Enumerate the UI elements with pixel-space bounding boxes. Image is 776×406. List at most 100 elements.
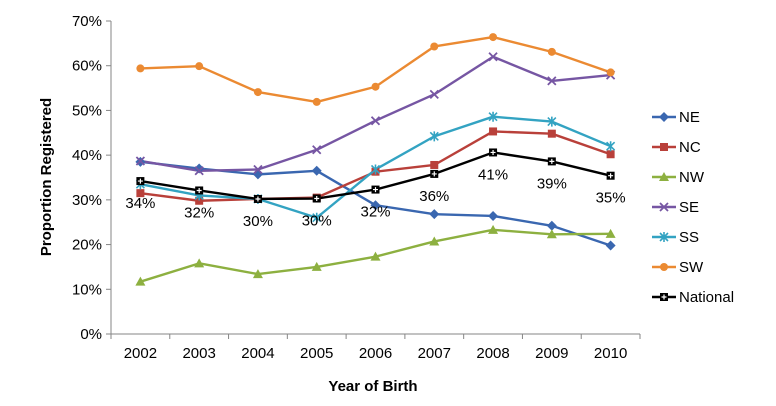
y-tick-label: 30%: [72, 192, 102, 209]
point-ne: [194, 163, 205, 174]
point-nw: [194, 258, 205, 268]
point-sw: [489, 33, 498, 42]
point-ne: [311, 165, 322, 176]
x-tick-label: 2004: [241, 345, 274, 362]
x-tick-label: 2010: [594, 345, 627, 362]
data-label-national: 41%: [478, 166, 508, 183]
point-nw: [311, 261, 322, 271]
point-se: [194, 166, 204, 176]
legend-marker-sw: [660, 263, 668, 271]
x-axis-title: Year of Birth: [328, 378, 417, 395]
y-tick-label: 40%: [72, 147, 102, 164]
point-national-plus: [314, 196, 320, 202]
point-ne: [429, 209, 440, 220]
point-national-plus: [549, 158, 555, 164]
point-se: [429, 89, 439, 99]
legend-marker-national-plus: [661, 294, 667, 300]
point-sw: [430, 42, 439, 51]
x-tick-label: 2007: [418, 345, 451, 362]
point-nc: [547, 129, 556, 138]
data-label-national: 30%: [302, 213, 332, 230]
data-label-national: 39%: [537, 175, 567, 192]
point-sw: [195, 62, 204, 71]
legend-label-sw: SW: [679, 259, 704, 276]
y-tick-label: 70%: [72, 13, 102, 30]
series-lines: [140, 35, 612, 283]
point-nw: [488, 224, 499, 234]
point-ss: [547, 116, 557, 127]
chart-axes: [106, 20, 641, 339]
point-sw: [136, 64, 145, 73]
x-tick-label: 2005: [300, 345, 333, 362]
point-national-plus: [373, 187, 378, 193]
y-tick-label: 20%: [72, 237, 102, 254]
point-national-plus: [608, 173, 614, 179]
point-se: [312, 145, 322, 155]
x-tick-label: 2003: [182, 345, 215, 362]
legend-label-ss: SS: [679, 229, 699, 246]
point-ne: [488, 210, 499, 221]
legend-label-se: SE: [679, 199, 699, 216]
point-sw: [312, 97, 321, 106]
point-ne: [546, 220, 557, 231]
point-ss: [488, 111, 498, 122]
point-nw: [546, 229, 557, 239]
point-nw: [605, 228, 616, 238]
data-label-national: 32%: [184, 204, 214, 221]
point-nw: [370, 251, 381, 261]
legend-marker-ss: [659, 232, 669, 242]
legend-label-nc: NC: [679, 139, 701, 156]
y-tick-label: 10%: [72, 281, 102, 298]
legend-marker-nw: [659, 172, 669, 181]
data-label-national: 30%: [243, 213, 273, 230]
series-line-se: [140, 55, 611, 172]
legend-marker-se: [659, 202, 669, 212]
point-ne: [605, 240, 616, 251]
point-ss: [429, 131, 439, 142]
point-nw: [429, 236, 440, 246]
point-nc: [489, 127, 498, 136]
legend-marker-nc: [660, 143, 668, 151]
y-tick-label: 50%: [72, 102, 102, 119]
data-label-national: 34%: [125, 195, 155, 212]
point-national-plus: [490, 149, 496, 155]
point-se: [370, 116, 381, 126]
point-se: [253, 164, 263, 175]
point-nc: [430, 160, 439, 169]
y-tick-labels: 0% 10% 20% 30% 40% 50% 60% 70%: [72, 13, 102, 343]
point-sw: [371, 82, 380, 91]
point-national-plus: [137, 178, 143, 184]
legend-label-national: National: [679, 289, 734, 306]
point-se: [135, 156, 146, 166]
point-se: [547, 76, 557, 86]
x-tick-label: 2008: [476, 345, 509, 362]
series-line-sw: [140, 35, 612, 104]
point-se: [488, 52, 498, 62]
point-ss: [370, 164, 381, 175]
data-labels: 34% 32% 30% 30% 32% 36% 41% 39% 35%: [125, 166, 625, 230]
point-national-plus: [196, 187, 202, 193]
legend-marker-ne: [659, 112, 669, 122]
legend-label-nw: NW: [679, 169, 705, 186]
point-national-plus: [431, 171, 437, 177]
point-national-plus: [255, 196, 261, 202]
series-markers: [135, 33, 616, 286]
point-nc: [195, 196, 204, 205]
point-sw: [606, 68, 615, 77]
data-label-national: 32%: [360, 204, 390, 221]
legend-label-ne: NE: [679, 109, 700, 126]
point-nc: [136, 189, 145, 198]
point-ne: [370, 200, 381, 211]
point-ss: [312, 212, 322, 223]
y-tick-label: 60%: [72, 58, 102, 75]
y-axis-title: Proportion Registered: [38, 98, 55, 256]
point-sw: [253, 88, 262, 97]
x-tick-label: 2009: [535, 345, 568, 362]
point-ss: [606, 141, 616, 152]
y-tick-label: 0%: [80, 326, 102, 343]
point-nw: [252, 269, 263, 279]
x-tick-labels: 2002 2003 2004 2005 2006 2007 2008 2009 2010: [124, 345, 628, 362]
point-nw: [135, 276, 146, 286]
point-sw: [547, 47, 556, 56]
